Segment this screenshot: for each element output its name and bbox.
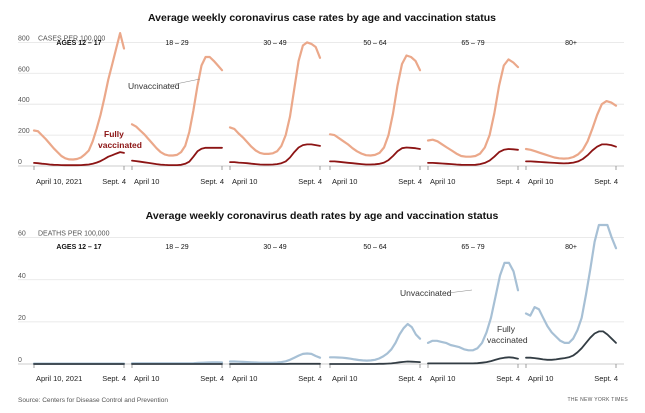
unvaccinated-line — [524, 223, 618, 344]
vaccinated-annotation-line1: Fully — [497, 324, 516, 334]
x-tick-label: Sept. 4 — [496, 177, 520, 186]
x-tick-label: April 10 — [528, 374, 553, 383]
x-tick-label: Sept. 4 — [298, 177, 322, 186]
y-tick-label: 200 — [18, 128, 30, 135]
panel-title: 50 – 64 — [363, 244, 386, 251]
x-tick-label: Sept. 4 — [200, 374, 224, 383]
annotation-leader — [447, 289, 473, 294]
panel-4: 50 – 64 April 10 Sept. 4 — [328, 40, 422, 186]
unvaccinated-annotation: Unvaccinated — [400, 288, 452, 298]
panel-1: AGES 12 – 17 April 10, 2021 Sept. 4 — [32, 244, 126, 383]
panel-6: 80+ April 10 Sept. 4 — [524, 40, 618, 186]
panel-5: 65 – 79 April 10 Sept. 4 — [426, 40, 520, 186]
panel-title: 30 – 49 — [263, 40, 286, 47]
vaccinated-line — [427, 148, 519, 166]
panel-title: 80+ — [565, 244, 577, 251]
x-tick-label: April 10 — [332, 374, 357, 383]
panel-5: 65 – 79 April 10 Sept. 4 — [426, 244, 520, 383]
y-tick-label: 0 — [18, 357, 22, 364]
vaccinated-line — [33, 151, 125, 167]
panel-title: 80+ — [565, 40, 577, 47]
unvaccinated-line — [228, 352, 322, 364]
unvaccinated-line — [328, 322, 422, 362]
x-tick-label: Sept. 4 — [496, 374, 520, 383]
x-tick-label: April 10 — [332, 177, 357, 186]
x-tick-label: April 10 — [232, 374, 257, 383]
vaccinated-line — [131, 146, 223, 167]
panel-1: AGES 12 – 17 April 10, 2021 Sept. 4 — [32, 31, 126, 186]
unvaccinated-line — [130, 55, 224, 157]
panel-title: 65 – 79 — [461, 40, 484, 47]
vaccinated-line — [525, 330, 617, 361]
deaths-chart: Average weekly coronavirus death rates b… — [18, 210, 624, 383]
vaccinated-line — [329, 146, 421, 166]
chart-title: Average weekly coronavirus case rates by… — [148, 12, 496, 24]
panel-3: 30 – 49 April 10 Sept. 4 — [228, 40, 322, 186]
unvaccinated-line — [524, 99, 618, 160]
panel-title: AGES 12 – 17 — [56, 40, 101, 47]
x-tick-label: April 10 — [134, 177, 159, 186]
x-tick-label: April 10 — [430, 177, 455, 186]
panel-3: 30 – 49 April 10 Sept. 4 — [228, 244, 322, 383]
panel-title: 50 – 64 — [363, 40, 386, 47]
x-tick-label: April 10, 2021 — [36, 177, 82, 186]
panel-title: 18 – 29 — [165, 244, 188, 251]
y-axis-label: DEATHS PER 100,000 — [38, 231, 110, 238]
x-tick-label: Sept. 4 — [594, 374, 618, 383]
cases-chart: Average weekly coronavirus case rates by… — [18, 12, 624, 186]
y-tick-label: 600 — [18, 66, 30, 73]
y-tick-label: 800 — [18, 35, 30, 42]
x-tick-label: April 10 — [528, 177, 553, 186]
panel-2: 18 – 29 April 10 Sept. 4 — [130, 40, 224, 186]
x-tick-label: April 10 — [232, 177, 257, 186]
panel-2: 18 – 29 April 10 Sept. 4 — [130, 244, 224, 383]
x-tick-label: April 10 — [430, 374, 455, 383]
panel-title: 18 – 29 — [165, 40, 188, 47]
panel-4: 50 – 64 April 10 Sept. 4 — [328, 244, 422, 383]
unvaccinated-line — [426, 261, 520, 352]
x-tick-label: Sept. 4 — [102, 177, 126, 186]
x-tick-label: Sept. 4 — [398, 177, 422, 186]
source-note: Source: Centers for Disease Control and … — [18, 397, 168, 404]
unvaccinated-line — [328, 54, 422, 157]
y-tick-label: 400 — [18, 97, 30, 104]
vaccinated-annotation-line2: vaccinated — [98, 140, 142, 150]
vaccinated-line — [329, 360, 421, 365]
y-tick-label: 20 — [18, 315, 26, 322]
unvaccinated-line — [426, 58, 520, 158]
y-tick-label: 0 — [18, 159, 22, 166]
x-tick-label: Sept. 4 — [102, 374, 126, 383]
panel-6: 80+ April 10 Sept. 4 — [524, 223, 618, 383]
x-tick-label: Sept. 4 — [298, 374, 322, 383]
annotation-leader — [165, 78, 201, 87]
x-tick-label: April 10, 2021 — [36, 374, 82, 383]
panel-title: 65 – 79 — [461, 244, 484, 251]
x-tick-label: April 10 — [134, 374, 159, 383]
y-tick-label: 60 — [18, 231, 26, 238]
chart-title: Average weekly coronavirus death rates b… — [146, 210, 499, 222]
panel-title: 30 – 49 — [263, 244, 286, 251]
vaccinated-annotation-line2: vaccinated — [487, 335, 528, 345]
vaccinated-line — [525, 143, 617, 165]
unvaccinated-annotation: Unvaccinated — [128, 81, 180, 91]
y-axis-label: CASES PER 100,000 — [38, 35, 105, 42]
x-tick-label: Sept. 4 — [594, 177, 618, 186]
credit-note: THE NEW YORK TIMES — [568, 397, 629, 403]
unvaccinated-line — [32, 31, 126, 161]
vaccinated-annotation-line1: Fully — [104, 129, 124, 139]
x-tick-label: Sept. 4 — [398, 374, 422, 383]
x-tick-label: Sept. 4 — [200, 177, 224, 186]
vaccinated-line — [427, 356, 519, 365]
vaccinated-line — [229, 143, 321, 166]
y-tick-label: 40 — [18, 273, 26, 280]
panel-title: AGES 12 – 17 — [56, 244, 101, 251]
unvaccinated-line — [228, 41, 322, 155]
